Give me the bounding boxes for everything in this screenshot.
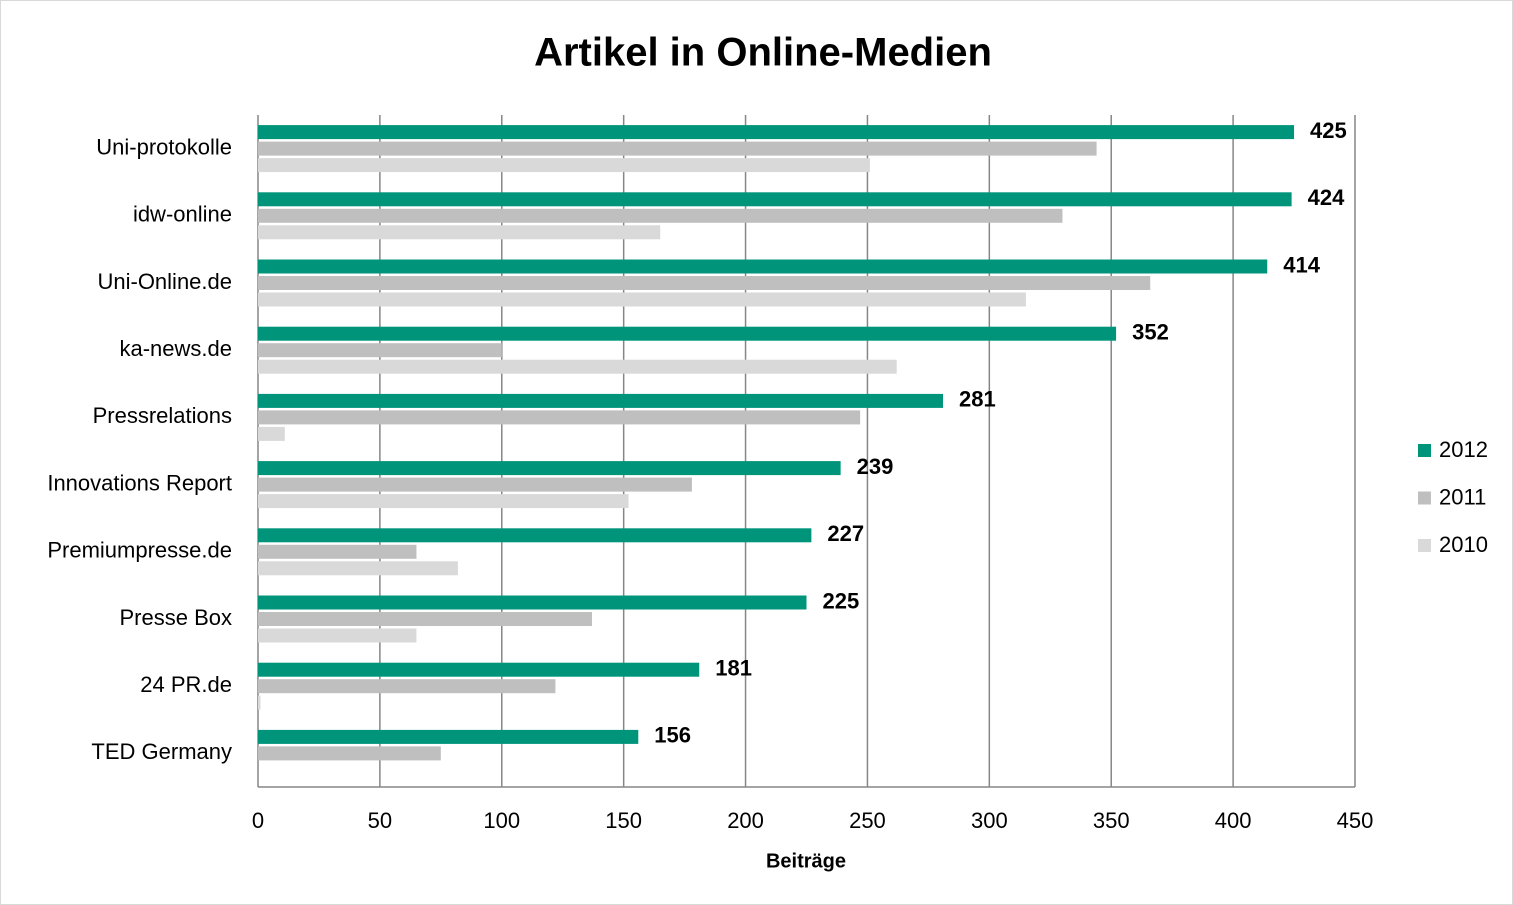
x-tick-label: 350: [1093, 808, 1130, 833]
legend-label: 2010: [1439, 532, 1488, 557]
bar: [258, 141, 1097, 156]
bar: [258, 208, 1063, 223]
chart-title: Artikel in Online-Medien: [534, 31, 992, 75]
y-tick-label: ka-news.de: [119, 336, 232, 361]
bar: [258, 729, 639, 744]
bar: [258, 225, 661, 240]
bar: [258, 343, 502, 358]
y-tick-label: Uni-protokolle: [96, 134, 232, 159]
y-tick-label: Pressrelations: [93, 403, 232, 428]
value-label: 281: [959, 387, 996, 412]
x-tick-label: 150: [605, 808, 642, 833]
value-label: 239: [857, 454, 894, 479]
legend-label: 2012: [1439, 437, 1488, 462]
x-tick-label: 450: [1337, 808, 1374, 833]
x-tick-label: 300: [971, 808, 1008, 833]
bar: [258, 192, 1292, 207]
bar: [258, 461, 841, 476]
x-axis-label: Beiträge: [766, 850, 846, 872]
y-tick-label: 24 PR.de: [140, 672, 232, 697]
y-tick-label: Premiumpresse.de: [47, 538, 232, 563]
bar: [258, 695, 261, 710]
bar: [258, 528, 812, 543]
bar: [258, 595, 807, 610]
bar: [258, 125, 1295, 140]
value-label: 425: [1310, 118, 1347, 143]
bar: [258, 662, 700, 677]
value-label: 352: [1132, 320, 1169, 345]
bar: [258, 612, 592, 626]
value-label: 156: [654, 723, 691, 748]
y-tick-label: TED Germany: [91, 739, 232, 764]
bar: [258, 494, 629, 509]
x-tick-label: 400: [1215, 808, 1252, 833]
value-label: 227: [827, 521, 864, 546]
bar: [258, 259, 1268, 274]
legend-swatch: [1418, 444, 1431, 457]
bar: [258, 426, 285, 441]
bar: [258, 326, 1117, 341]
legend-swatch: [1418, 491, 1431, 505]
value-label: 414: [1283, 252, 1320, 277]
x-tick-label: 100: [483, 808, 520, 833]
bar: [258, 477, 692, 492]
x-tick-label: 50: [368, 808, 392, 833]
y-tick-label: Presse Box: [120, 605, 233, 630]
x-tick-label: 250: [849, 808, 886, 833]
y-tick-label: Uni-Online.de: [97, 269, 232, 294]
value-label: 225: [823, 588, 860, 613]
legend-label: 2011: [1439, 484, 1486, 509]
bar: [258, 561, 458, 576]
bar: [258, 292, 1026, 307]
bar: [258, 393, 944, 408]
bar: [258, 276, 1151, 290]
x-tick-label: 0: [252, 808, 264, 833]
bar: [258, 410, 861, 425]
bar: [258, 158, 870, 173]
y-tick-label: idw-online: [133, 202, 232, 227]
bar: [258, 544, 417, 559]
legend-swatch: [1418, 539, 1431, 552]
bar: [258, 746, 441, 761]
value-label: 424: [1308, 185, 1345, 210]
bar: [258, 628, 417, 643]
value-label: 181: [715, 656, 752, 681]
bar: [258, 359, 897, 374]
x-tick-label: 200: [727, 808, 764, 833]
bar: [258, 679, 556, 694]
y-tick-label: Innovations Report: [47, 470, 232, 495]
